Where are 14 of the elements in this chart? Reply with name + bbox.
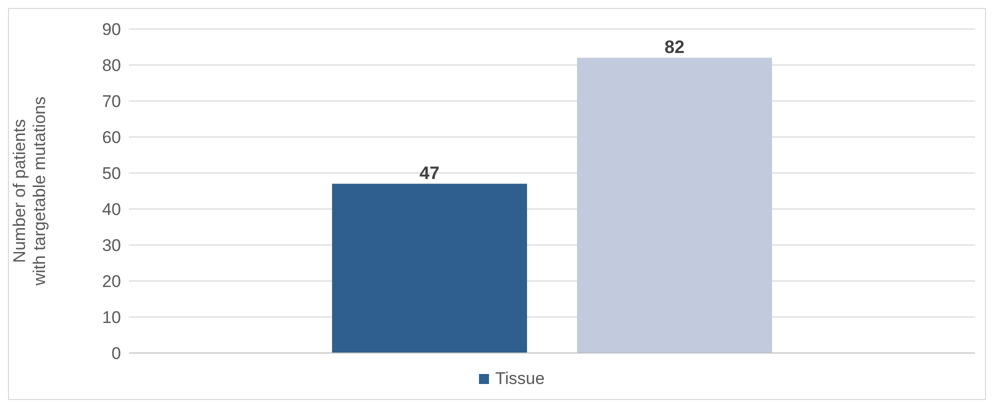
y-tick-label: 30 xyxy=(102,236,121,256)
y-tick-label: 0 xyxy=(112,344,121,364)
y-tick-label: 20 xyxy=(102,272,121,292)
y-tick-label: 80 xyxy=(102,56,121,76)
y-tick-label: 40 xyxy=(102,200,121,220)
y-tick-label: 70 xyxy=(102,92,121,112)
legend-label: Tissue xyxy=(494,369,545,389)
y-tick-label: 50 xyxy=(102,164,121,184)
y-tick-label: 60 xyxy=(102,128,121,148)
data-label: 82 xyxy=(664,36,685,57)
y-tick-label: 10 xyxy=(102,308,121,328)
y-tick-label: 90 xyxy=(102,20,121,40)
data-label: 47 xyxy=(420,162,440,183)
y-axis-title: Number of patients with targetable mutations xyxy=(10,96,49,286)
